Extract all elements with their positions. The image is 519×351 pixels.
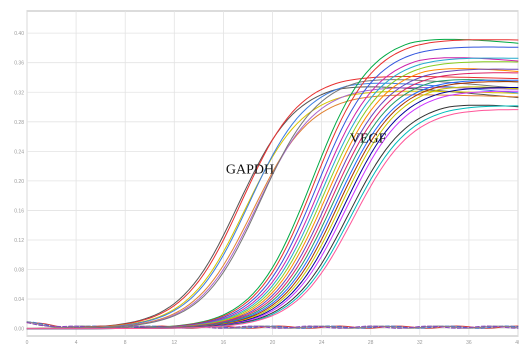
- amplification-curves: [26, 38, 519, 330]
- annotations: GAPDH VEGF: [226, 131, 387, 177]
- x-tick-label: 40: [515, 340, 519, 346]
- y-tick-label: 0.36: [14, 61, 24, 67]
- y-tick-label: 0.04: [14, 297, 24, 303]
- x-tick-label: 8: [124, 340, 127, 346]
- y-tick-label: 0.12: [14, 238, 24, 244]
- annotation-vegf: VEGF: [350, 131, 387, 146]
- grid-lines: [26, 11, 519, 336]
- x-tick-label: 36: [466, 340, 472, 346]
- annotation-gapdh: GAPDH: [226, 163, 274, 178]
- y-tick-label: 0.16: [14, 208, 24, 214]
- y-tick-label: 0.08: [14, 268, 24, 274]
- x-tick-label: 28: [368, 340, 374, 346]
- x-tick-label: 0: [26, 340, 29, 346]
- x-tick-label: 4: [75, 340, 78, 346]
- y-tick-label: 0.00: [14, 327, 24, 333]
- vegf-curve: [26, 109, 519, 330]
- y-tick-label: 0.20: [14, 179, 24, 185]
- y-tick-label: 0.40: [14, 31, 24, 37]
- x-tick-label: 20: [270, 340, 276, 346]
- y-tick-label: 0.32: [14, 90, 24, 96]
- x-tick-label: 16: [221, 340, 227, 346]
- y-tick-label: 0.24: [14, 149, 24, 155]
- x-tick-label: 32: [417, 340, 423, 346]
- x-tick-label: 12: [172, 340, 178, 346]
- tick-labels: 0 4 8 12 16 20 24 28 32 36 40 0.00 0.04 0.08 0.12 0.16 0…: [14, 31, 519, 346]
- x-tick-label: 24: [319, 340, 325, 346]
- y-tick-label: 0.28: [14, 120, 24, 126]
